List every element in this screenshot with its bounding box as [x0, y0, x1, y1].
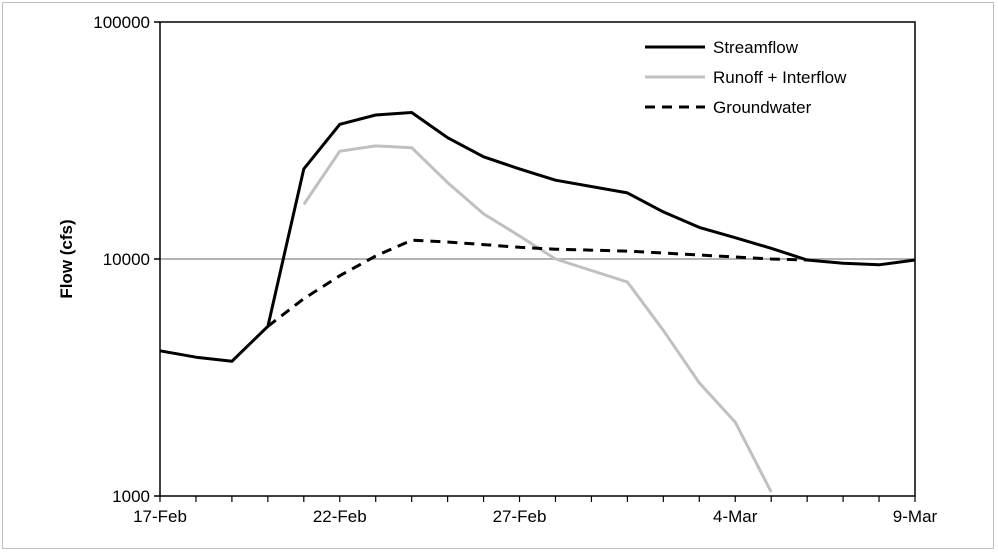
x-tick-label: 4-Mar — [713, 507, 758, 526]
x-tick-label: 27-Feb — [493, 507, 547, 526]
y-tick-label: 10000 — [103, 250, 150, 269]
legend-label: Streamflow — [713, 38, 799, 57]
legend-label: Groundwater — [713, 98, 812, 117]
series-line-streamflow — [159, 111, 916, 363]
y-axis-title: Flow (cfs) — [57, 219, 76, 298]
series-line-runoff-interflow — [302, 144, 773, 493]
legend: Streamflow Runoff + Interflow Groundwater — [645, 38, 847, 117]
x-tick-label: 17-Feb — [133, 507, 187, 526]
legend-label: Runoff + Interflow — [713, 68, 847, 87]
x-tick-label: 9-Mar — [893, 507, 938, 526]
axes-layer: 1000 10000 100000 17-Feb 22-Feb 27-Feb 4-Mar 9-… — [93, 13, 937, 526]
y-tick-label: 1000 — [112, 487, 150, 506]
series-line-groundwater — [266, 238, 808, 328]
x-tick-label: 22-Feb — [313, 507, 367, 526]
series-layer — [159, 111, 916, 493]
y-tick-label: 100000 — [93, 13, 150, 32]
